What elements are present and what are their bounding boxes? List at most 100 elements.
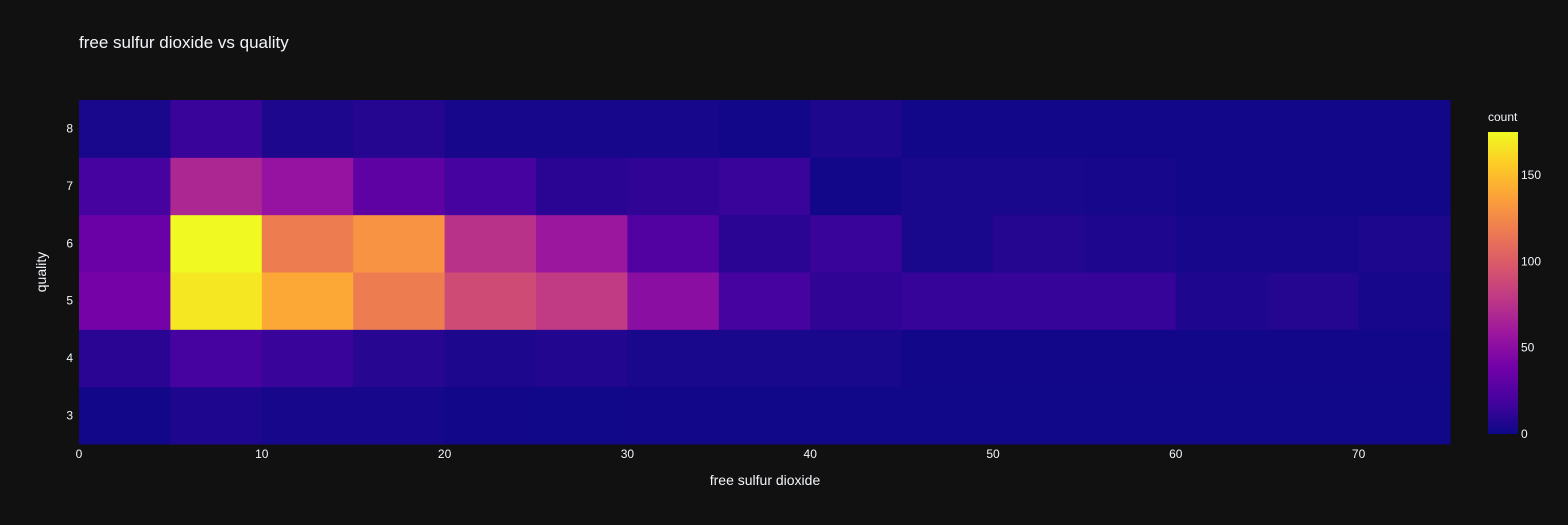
heatmap-cell [1175, 386, 1268, 445]
heatmap-cell [718, 272, 811, 330]
heatmap-cell [627, 272, 720, 330]
heatmap-cell [901, 214, 994, 273]
heatmap-cell [1267, 272, 1360, 330]
heatmap-cell [1084, 100, 1177, 158]
heatmap-cell [170, 100, 263, 158]
heatmap-cell [353, 100, 446, 158]
heatmap-cell [993, 157, 1085, 216]
heatmap-cell [901, 100, 994, 158]
colorbar-tick-label: 150 [1521, 168, 1541, 182]
heatmap-cell [170, 329, 263, 388]
heatmap-cell [1084, 329, 1177, 388]
heatmap-cell [353, 386, 446, 445]
heatmap-cell [718, 386, 811, 445]
heatmap-cell [627, 100, 720, 158]
heatmap-cell [1358, 386, 1451, 445]
heatmap-cell [1358, 214, 1451, 273]
heatmap-cell [444, 329, 537, 388]
heatmap-cell [1358, 272, 1451, 330]
heatmap-cell [79, 157, 171, 216]
heatmap-cell [79, 214, 171, 273]
x-tick-label: 0 [76, 447, 83, 461]
heatmap-cell [444, 157, 537, 216]
heatmap-cell [1175, 214, 1268, 273]
x-tick-label: 60 [1169, 447, 1183, 461]
heatmap-cell [993, 214, 1085, 273]
heatmap-cell [536, 100, 628, 158]
heatmap-cell [993, 329, 1085, 388]
heatmap-cell [993, 386, 1085, 445]
heatmap-cell [810, 329, 903, 388]
heatmap-cell [1084, 157, 1177, 216]
y-tick-label: 8 [66, 122, 73, 136]
heatmap-cell [170, 386, 263, 445]
heatmap-cell [718, 157, 811, 216]
heatmap-cell [261, 272, 354, 330]
heatmap-cell [353, 214, 446, 273]
heatmap-cell [261, 329, 354, 388]
heatmap-cell [536, 329, 628, 388]
x-tick-label: 70 [1352, 447, 1366, 461]
heatmap-cell [79, 329, 171, 388]
y-tick-label: 4 [66, 351, 73, 365]
heatmap-cell [810, 386, 903, 445]
heatmap-cell [901, 272, 994, 330]
heatmap-cell [901, 329, 994, 388]
heatmap-cell [993, 272, 1085, 330]
heatmap-cell [1267, 329, 1360, 388]
chart-title: free sulfur dioxide vs quality [79, 33, 289, 52]
heatmap-cell [79, 386, 171, 445]
heatmap-cell [1175, 157, 1268, 216]
heatmap-cell [1358, 329, 1451, 388]
heatmap-cell [536, 157, 628, 216]
heatmap-cell [1267, 214, 1360, 273]
heatmap-cell [993, 100, 1085, 158]
heatmap-cell [444, 100, 537, 158]
heatmap-cell [1358, 100, 1451, 158]
heatmap-cell [261, 214, 354, 273]
x-tick-label: 30 [621, 447, 635, 461]
heatmap-cell [901, 157, 994, 216]
colorbar-title: count [1488, 110, 1518, 124]
heatmap-cell [1084, 272, 1177, 330]
heatmap-cell [170, 214, 263, 273]
heatmap-cell [627, 157, 720, 216]
heatmap-cell [353, 157, 446, 216]
heatmap-cell [353, 272, 446, 330]
x-tick-label: 20 [438, 447, 452, 461]
heatmap-cell [810, 100, 903, 158]
heatmap-cell [627, 386, 720, 445]
colorbar-tick-label: 100 [1521, 254, 1541, 268]
heatmap-cell [170, 272, 263, 330]
heatmap-cell [261, 386, 354, 445]
heatmap-cell [79, 100, 171, 158]
heatmap-cell [444, 386, 537, 445]
heatmap-cell [170, 157, 263, 216]
heatmap-cell [353, 329, 446, 388]
heatmap-cell [536, 214, 628, 273]
y-tick-label: 7 [66, 179, 73, 193]
heatmap-cell [718, 214, 811, 273]
x-tick-label: 40 [804, 447, 818, 461]
heatmap-cell [261, 157, 354, 216]
colorbar-tick-label: 0 [1521, 427, 1528, 441]
heatmap-cell [901, 386, 994, 445]
heatmap-cell [718, 329, 811, 388]
y-tick-label: 6 [66, 236, 73, 250]
colorbar [1488, 132, 1518, 434]
heatmap-cell [1175, 272, 1268, 330]
heatmap-cell [718, 100, 811, 158]
heatmap-cell [1084, 386, 1177, 445]
x-tick-label: 50 [986, 447, 1000, 461]
heatmap-cell [1267, 100, 1360, 158]
heatmap-cell [1358, 157, 1451, 216]
heatmap-cell [810, 157, 903, 216]
heatmap-cell [444, 272, 537, 330]
heatmap-cell [627, 329, 720, 388]
x-tick-label: 10 [255, 447, 269, 461]
heatmap-cell [536, 386, 628, 445]
heatmap-cell [810, 272, 903, 330]
heatmap-cell [627, 214, 720, 273]
heatmap-cell [1267, 157, 1360, 216]
